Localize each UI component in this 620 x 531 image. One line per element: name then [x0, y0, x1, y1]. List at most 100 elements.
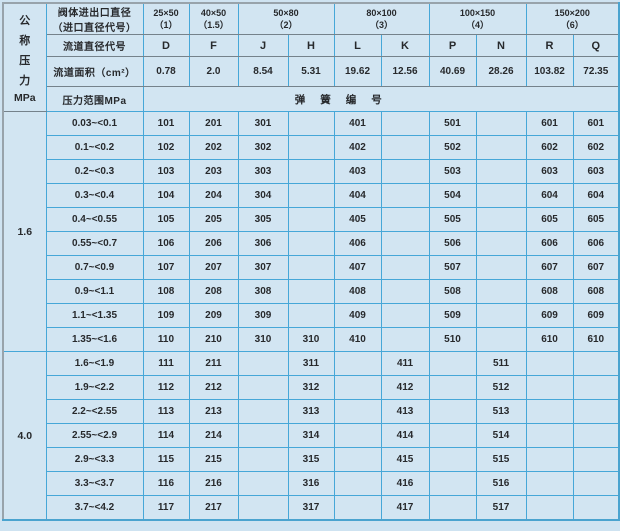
spring-number-table: 公 称 压 力 MPa 阀体进出口直径 （进口直径代号） 25×50 （1） — [2, 2, 620, 521]
spring-number-cell — [287, 231, 335, 257]
spring-number-cell — [237, 447, 289, 473]
spring-number-cell: 109 — [142, 303, 190, 329]
spring-number-cell — [572, 495, 620, 521]
spring-number-cell: 108 — [142, 279, 190, 305]
spring-number-cell: 517 — [475, 495, 527, 521]
table-row: 0.2~<0.3 103 203 303 403 503 603 603 — [3, 159, 620, 185]
spring-number-cell — [525, 423, 574, 449]
spring-number-cell — [380, 231, 430, 257]
spring-number-cell: 403 — [333, 159, 382, 185]
flow-area-value: 8.54 — [237, 56, 289, 88]
spring-number-cell: 208 — [188, 279, 239, 305]
spring-number-cell: 408 — [333, 279, 382, 305]
spring-number-cell — [428, 495, 477, 521]
spring-number-cell — [380, 111, 430, 137]
spring-number-cell — [428, 423, 477, 449]
spring-number-cell: 603 — [525, 159, 574, 185]
spring-number-cell: 215 — [188, 447, 239, 473]
spring-number-cell — [475, 135, 527, 161]
spring-number-cell: 501 — [428, 111, 477, 137]
spring-number-cell: 310 — [287, 327, 335, 353]
spring-number-cell: 204 — [188, 183, 239, 209]
table-row: 3.3~<3.7 116 216 316 416 516 — [3, 471, 620, 497]
spring-number-cell — [428, 447, 477, 473]
spring-number-cell: 502 — [428, 135, 477, 161]
nominal-pressure-label: 公 称 压 力 MPa — [4, 8, 45, 108]
spring-number-cell: 410 — [333, 327, 382, 353]
size-header-100x150: 100×150 （4） — [428, 2, 527, 36]
spring-number-cell: 303 — [237, 159, 289, 185]
pressure-range-cell: 3.3~<3.7 — [45, 471, 144, 497]
spring-number-cell — [380, 279, 430, 305]
spring-number-cell: 506 — [428, 231, 477, 257]
size-header-25x50: 25×50 （1） — [142, 2, 190, 36]
spring-number-cell: 405 — [333, 207, 382, 233]
spring-number-cell: 508 — [428, 279, 477, 305]
spring-number-cell — [237, 351, 289, 377]
flow-area-value: 12.56 — [380, 56, 430, 88]
table-row: 0.1~<0.2 102 202 302 402 502 602 602 — [3, 135, 620, 161]
spring-number-cell: 514 — [475, 423, 527, 449]
spring-number-cell: 216 — [188, 471, 239, 497]
spring-number-cell: 415 — [380, 447, 430, 473]
spring-number-cell: 203 — [188, 159, 239, 185]
spring-number-cell: 101 — [142, 111, 190, 137]
spring-number-cell: 306 — [237, 231, 289, 257]
flow-area-header: 流道面积（cm²） — [45, 56, 144, 88]
spring-number-cell: 412 — [380, 375, 430, 401]
table-row: 2.9~<3.3 115 215 315 415 515 — [3, 447, 620, 473]
spring-number-cell — [237, 399, 289, 425]
spring-number-cell: 509 — [428, 303, 477, 329]
spring-number-cell — [475, 159, 527, 185]
pressure-range-cell: 0.7~<0.9 — [45, 255, 144, 281]
spring-number-cell — [428, 471, 477, 497]
spring-number-cell — [380, 183, 430, 209]
spring-number-cell: 503 — [428, 159, 477, 185]
flow-area-value: 103.82 — [525, 56, 574, 88]
spring-number-cell — [287, 159, 335, 185]
pressure-range-header: 压力范围MPa — [45, 86, 144, 113]
spring-number-cell: 607 — [572, 255, 620, 281]
table-row: 0.7~<0.9 107 207 307 407 507 607 607 — [3, 255, 620, 281]
spring-number-cell — [475, 303, 527, 329]
channel-code: N — [475, 34, 527, 58]
spring-number-cell: 110 — [142, 327, 190, 353]
spring-number-cell — [287, 111, 335, 137]
channel-code: F — [188, 34, 239, 58]
spring-number-cell: 601 — [525, 111, 574, 137]
spring-number-cell: 217 — [188, 495, 239, 521]
spring-number-cell — [525, 495, 574, 521]
spring-number-cell: 107 — [142, 255, 190, 281]
spring-number-cell: 505 — [428, 207, 477, 233]
spring-number-cell — [572, 351, 620, 377]
spring-number-cell: 102 — [142, 135, 190, 161]
spring-number-cell — [572, 447, 620, 473]
spring-number-cell: 510 — [428, 327, 477, 353]
spring-number-cell — [287, 183, 335, 209]
spring-number-header: 弹簧编号 — [142, 86, 620, 113]
spring-number-cell — [380, 135, 430, 161]
corner-unit: MPa — [13, 91, 36, 104]
spring-number-cell — [333, 399, 382, 425]
spring-number-cell — [380, 255, 430, 281]
spring-number-cell — [525, 447, 574, 473]
spring-number-cell: 202 — [188, 135, 239, 161]
spring-number-cell: 607 — [525, 255, 574, 281]
spring-number-cell: 605 — [572, 207, 620, 233]
spring-number-cell — [287, 303, 335, 329]
spring-number-cell — [333, 423, 382, 449]
spring-number-cell — [572, 423, 620, 449]
spring-number-cell: 214 — [188, 423, 239, 449]
spring-number-cell — [287, 255, 335, 281]
spring-number-cell — [475, 111, 527, 137]
spring-number-cell: 211 — [188, 351, 239, 377]
size-header-40x50: 40×50 （1.5） — [188, 2, 239, 36]
spring-number-cell: 313 — [287, 399, 335, 425]
nominal-pressure-corner-cell: 公 称 压 力 MPa — [2, 2, 47, 113]
spring-number-cell — [428, 399, 477, 425]
spring-number-cell: 104 — [142, 183, 190, 209]
spring-number-cell — [525, 375, 574, 401]
spring-number-cell: 411 — [380, 351, 430, 377]
spring-number-cell: 416 — [380, 471, 430, 497]
spring-number-cell — [333, 447, 382, 473]
